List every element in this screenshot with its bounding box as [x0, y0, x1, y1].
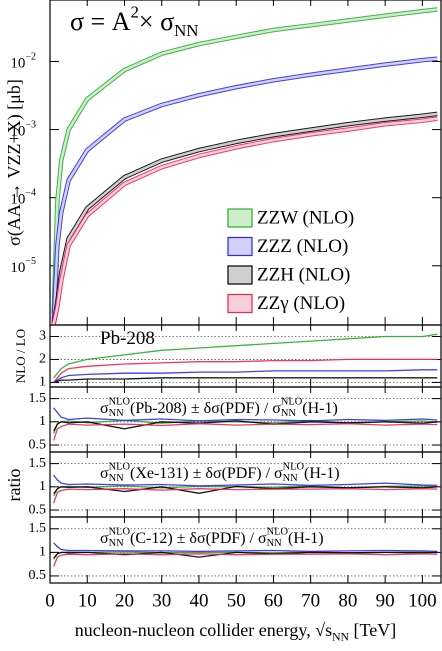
label-part: NLO — [267, 527, 289, 538]
uncertainty-band-fill — [53, 423, 438, 441]
label-part: NN — [281, 408, 297, 419]
x-tick-label: 20 — [115, 590, 134, 611]
y-tick-exponent: −4 — [25, 188, 36, 199]
y-tick-base: 10 — [10, 56, 25, 72]
legend-label: ZZγ (NLO) — [257, 293, 345, 314]
y-axis-label: σ(AA → VZZ+X) [μb] — [4, 79, 25, 246]
panel-label: σNNNLO(Pb-208) ± δσ(PDF) / σNNNLO(H-1) — [100, 397, 338, 419]
legend-label: ZZW (NLO) — [257, 207, 354, 228]
uncertainty-band-fill — [53, 553, 438, 567]
x-tick-label: 40 — [189, 590, 208, 611]
panel-label: σNNNLO(Xe-131) ± δσ(PDF) / σNNNLO(H-1) — [100, 462, 340, 484]
x-tick-label: 60 — [264, 590, 283, 611]
uncertainty-band-fill — [53, 542, 438, 553]
x-tick-label: 0 — [45, 590, 55, 611]
label-part: NLO — [281, 397, 303, 408]
y-tick-label: 2 — [39, 352, 46, 367]
label-part: [TeV] — [349, 620, 396, 640]
label-part: NLO — [109, 527, 131, 538]
uncertainty-band-fill — [52, 8, 438, 314]
x-tick-label: 90 — [376, 590, 395, 611]
panel-label: σNNNLO(C-12) ± δσ(PDF) / σNNNLO(H-1) — [100, 527, 324, 549]
y-tick-label: 0.5 — [29, 502, 47, 517]
label-part: NN — [109, 408, 125, 419]
legend-swatch — [227, 208, 253, 228]
legend-label: ZZH (NLO) — [257, 264, 350, 285]
chart-title: σ = A2× σNN — [70, 2, 199, 39]
y-tick-exponent: −5 — [25, 256, 36, 267]
uncertainty-band-fill — [53, 369, 438, 383]
uncertainty-band-fill — [53, 358, 438, 383]
x-tick-label: 70 — [301, 590, 320, 611]
y-tick-label: 1 — [39, 414, 46, 429]
label-part: (H-1) — [304, 465, 340, 482]
y-axis-label: ratio — [4, 469, 24, 502]
uncertainty-band-fill — [52, 57, 438, 322]
label-part: (H-1) — [288, 530, 324, 547]
label-part: σ — [100, 400, 109, 417]
y-tick-label: 10−4 — [10, 188, 36, 208]
label-part: Pb-208 — [100, 328, 155, 349]
y-tick-label: 1.5 — [29, 456, 47, 471]
label-part: NN — [267, 538, 283, 549]
label-part: (C-12) ± δσ(PDF) / σ — [130, 530, 267, 547]
plot-frame — [49, 516, 442, 584]
y-tick-exponent: −3 — [25, 120, 36, 131]
label-part: (H-1) — [302, 400, 338, 417]
uncertainty-band-fill — [53, 485, 438, 495]
legend-swatch — [227, 293, 253, 314]
label-part: nucleon-nucleon collider energy, √s — [75, 620, 332, 640]
label-part: NN — [174, 21, 198, 40]
uncertainty-band-fill — [53, 488, 438, 504]
label-part: NLO — [109, 462, 131, 473]
uncertainty-band-fill — [53, 377, 438, 384]
label-part: σ — [100, 530, 109, 547]
y-tick-label: 0.5 — [29, 437, 47, 452]
y-tick-base: 10 — [10, 124, 25, 140]
label-part: (Pb-208) ± δσ(PDF) / σ — [130, 400, 281, 417]
label-part: 2 — [130, 2, 138, 21]
label-part: NLO — [109, 397, 131, 408]
legend-swatch — [227, 265, 253, 285]
y-tick-base: 10 — [10, 260, 25, 276]
y-tick-label: 0.5 — [29, 568, 47, 583]
uncertainty-band-fill — [53, 474, 438, 487]
y-tick-base: 10 — [10, 192, 25, 208]
x-tick-label: 50 — [227, 590, 246, 611]
y-tick-label: 10−3 — [10, 120, 36, 140]
label-part: NN — [332, 630, 349, 643]
y-tick-exponent: −2 — [25, 52, 36, 63]
y-tick-label: 10−2 — [10, 52, 36, 72]
label-part: NN — [109, 473, 125, 484]
y-tick-label: 1.5 — [29, 391, 47, 406]
x-tick-label: 10 — [78, 590, 97, 611]
label-part: NN — [283, 473, 299, 484]
uncertainty-band-fill — [52, 117, 438, 325]
y-tick-label: 1 — [39, 479, 46, 494]
uncertainty-band-fill — [53, 333, 438, 379]
x-tick-label: 80 — [338, 590, 357, 611]
label-part: × σ — [139, 7, 174, 36]
y-axis-label: NLO / LO — [13, 329, 28, 383]
legend-swatch — [227, 236, 253, 257]
label-part: σ = A — [70, 7, 131, 36]
y-tick-label: 10−5 — [10, 256, 36, 276]
label-part: σ — [100, 465, 109, 482]
y-tick-label: 3 — [39, 329, 46, 344]
label-part: NLO — [283, 462, 305, 473]
panel-label: Pb-208 — [100, 328, 155, 349]
label-part: (Xe-131) ± δσ(PDF) / σ — [130, 465, 283, 482]
uncertainty-band-fill — [53, 551, 438, 559]
uncertainty-band-fill — [53, 407, 438, 422]
y-tick-label: 1 — [39, 375, 46, 390]
x-tick-label: 30 — [152, 590, 171, 611]
label-part: NN — [109, 538, 125, 549]
y-tick-label: 1 — [39, 545, 46, 560]
y-tick-label: 1.5 — [29, 521, 47, 536]
legend-label: ZZZ (NLO) — [257, 236, 348, 257]
x-tick-label: 100 — [408, 590, 437, 611]
x-axis-label: nucleon-nucleon collider energy, √sNN [T… — [75, 620, 396, 643]
